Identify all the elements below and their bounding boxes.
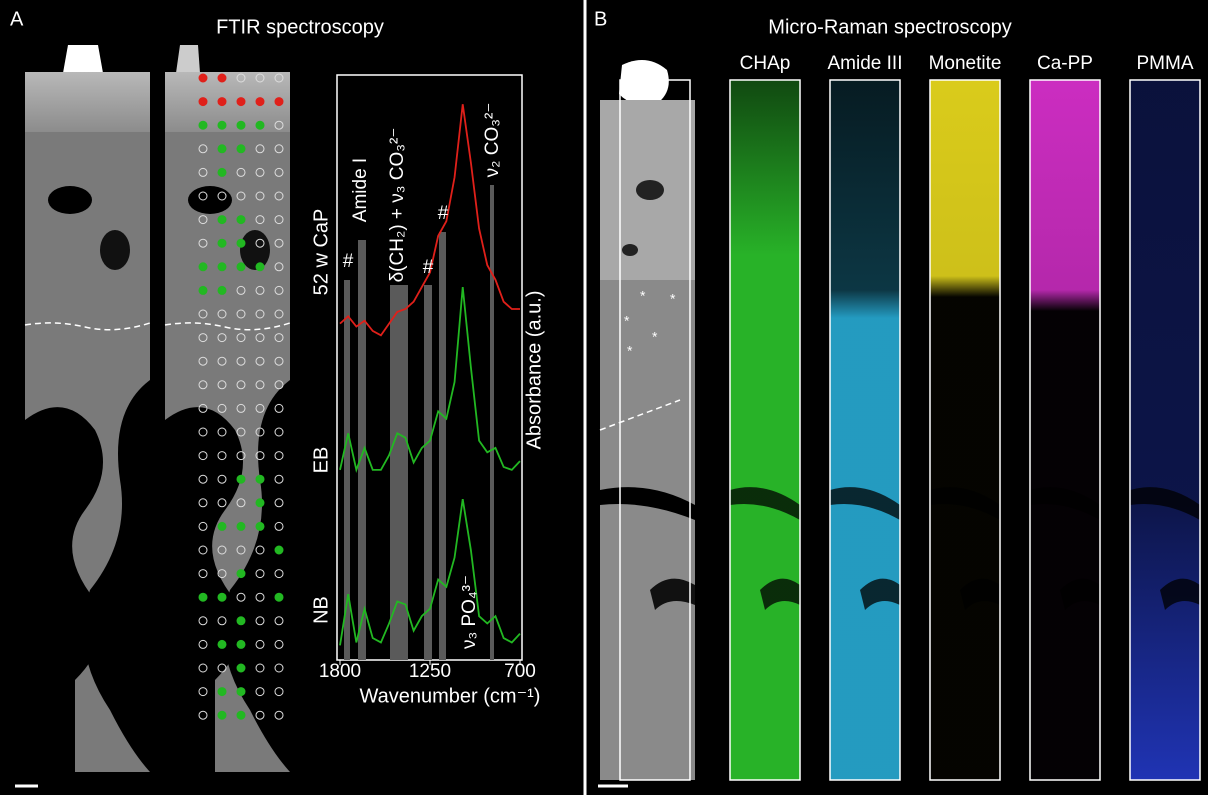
spot bbox=[256, 98, 264, 106]
x-tick-label: 1250 bbox=[409, 661, 451, 682]
raman-maps: CHAp Amide III Monetite Ca-PP PMMA bbox=[730, 53, 1200, 780]
spot bbox=[218, 74, 226, 82]
spot bbox=[237, 617, 245, 625]
raman-map bbox=[1030, 80, 1100, 780]
bone-image bbox=[165, 45, 290, 772]
map-label: PMMA bbox=[1137, 53, 1194, 74]
panel-title: Micro-Raman spectroscopy bbox=[768, 16, 1011, 38]
peak-label: # bbox=[343, 251, 354, 272]
spot bbox=[275, 593, 283, 601]
spot bbox=[218, 145, 226, 153]
x-axis-label: Wavenumber (cm⁻¹) bbox=[360, 685, 541, 707]
spot bbox=[199, 98, 207, 106]
spot bbox=[256, 522, 264, 530]
bone-image bbox=[25, 45, 150, 772]
spot bbox=[218, 522, 226, 530]
figure: A FTIR spectroscopy B Micro-Raman spectr… bbox=[0, 0, 1208, 795]
spot bbox=[237, 145, 245, 153]
peak-label: # bbox=[438, 203, 449, 224]
peak-label: # bbox=[423, 257, 434, 278]
raman-map bbox=[930, 80, 1000, 780]
spot bbox=[237, 98, 245, 106]
x-tick-label: 700 bbox=[504, 661, 536, 682]
spot bbox=[199, 593, 207, 601]
svg-text:*: * bbox=[627, 343, 633, 359]
series-label: NB bbox=[310, 596, 332, 624]
map-label: Ca-PP bbox=[1037, 53, 1093, 74]
series-label: 52 w CaP bbox=[310, 209, 332, 296]
spot bbox=[199, 121, 207, 129]
spot bbox=[218, 640, 226, 648]
spot bbox=[218, 121, 226, 129]
peak-label: Amide I bbox=[350, 158, 371, 222]
spot bbox=[237, 688, 245, 696]
spot bbox=[218, 263, 226, 271]
spot bbox=[237, 522, 245, 530]
map-label: CHAp bbox=[740, 53, 791, 74]
svg-text:*: * bbox=[670, 291, 676, 307]
raman-map bbox=[730, 80, 800, 780]
spot bbox=[275, 546, 283, 554]
spot bbox=[237, 475, 245, 483]
series-label: EB bbox=[310, 447, 332, 474]
spot bbox=[218, 239, 226, 247]
x-tick-label: 1800 bbox=[319, 661, 361, 682]
map-label: Monetite bbox=[929, 53, 1002, 74]
map-label: Amide III bbox=[828, 53, 903, 74]
spot bbox=[237, 263, 245, 271]
spot bbox=[218, 98, 226, 106]
spot bbox=[237, 640, 245, 648]
panel-label: A bbox=[10, 8, 24, 30]
spot bbox=[199, 286, 207, 294]
spot bbox=[256, 121, 264, 129]
spot bbox=[199, 263, 207, 271]
spot bbox=[237, 664, 245, 672]
spot bbox=[218, 286, 226, 294]
spot bbox=[237, 216, 245, 224]
spot bbox=[256, 475, 264, 483]
spot bbox=[218, 216, 226, 224]
spot bbox=[199, 74, 207, 82]
spot bbox=[237, 570, 245, 578]
raman-map bbox=[1130, 80, 1200, 780]
panel-title: FTIR spectroscopy bbox=[216, 16, 384, 38]
y-axis-label: Absorbance (a.u.) bbox=[523, 291, 545, 450]
panel-label: B bbox=[594, 8, 607, 30]
spot bbox=[218, 688, 226, 696]
svg-text:*: * bbox=[640, 288, 646, 304]
peak-label: δ(CH₂) + ν₃ CO₃²⁻ bbox=[387, 128, 408, 283]
spot bbox=[237, 239, 245, 247]
spot bbox=[256, 263, 264, 271]
svg-text:*: * bbox=[624, 313, 630, 329]
svg-text:*: * bbox=[652, 329, 658, 345]
spot bbox=[218, 593, 226, 601]
spot bbox=[218, 711, 226, 719]
spot bbox=[256, 499, 264, 507]
raman-map bbox=[830, 80, 900, 780]
bone-image: * * * * * bbox=[600, 60, 695, 780]
spot bbox=[237, 711, 245, 719]
spot bbox=[218, 168, 226, 176]
spot bbox=[237, 121, 245, 129]
peak-label: ν₂ CO₃²⁻ bbox=[482, 103, 503, 178]
peak-label: ν₃ PO₄³⁻ bbox=[459, 575, 480, 649]
spot bbox=[275, 98, 283, 106]
